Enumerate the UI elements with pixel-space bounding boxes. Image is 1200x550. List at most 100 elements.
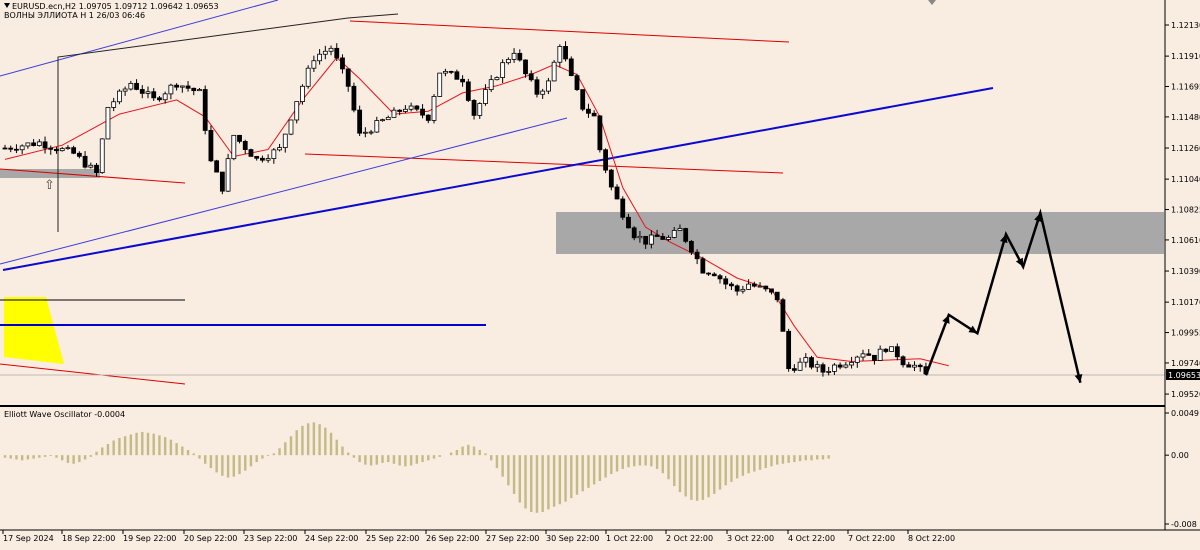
- time-tick-label: 8 Oct 22:00: [908, 534, 955, 543]
- candle-body: [237, 134, 242, 142]
- candle-body: [917, 364, 923, 368]
- price-tick-label: 1.10825: [1171, 206, 1200, 215]
- candle-body: [866, 353, 872, 356]
- candle-body: [374, 120, 380, 133]
- candle-body: [494, 77, 500, 81]
- candle-body: [643, 235, 649, 245]
- candle-body: [889, 346, 894, 352]
- candle-body: [505, 59, 511, 64]
- yellow-zone: [4, 297, 64, 364]
- candle-body: [231, 134, 237, 160]
- candle-body: [528, 73, 534, 81]
- candle-body: [608, 169, 614, 188]
- forecast-arrowhead: [999, 234, 1008, 244]
- candle-body: [162, 93, 168, 101]
- time-tick-label: 7 Oct 22:00: [848, 534, 895, 543]
- candle-body: [128, 82, 134, 90]
- moving-average-line: [4, 56, 949, 367]
- candle-body: [208, 130, 214, 162]
- candle-body: [780, 299, 786, 332]
- time-tick-label: 26 Sep 22:00: [426, 534, 479, 543]
- candle-body: [648, 234, 654, 245]
- dropdown-triangle-icon: [4, 3, 10, 8]
- price-tick-label: 1.09740: [1171, 359, 1200, 368]
- candle-body: [328, 47, 334, 52]
- time-tick-label: 2 Oct 22:00: [666, 534, 713, 543]
- candle-body: [414, 105, 420, 110]
- candle-body: [883, 348, 889, 352]
- candle-body: [740, 288, 746, 292]
- forecast-layer: [924, 208, 1083, 384]
- price-tick-label: 1.11695: [1171, 83, 1200, 92]
- candle-body: [797, 361, 803, 371]
- candle-body: [809, 357, 814, 368]
- candle-body: [288, 119, 294, 135]
- candle-body: [448, 70, 454, 73]
- candle-body: [168, 84, 174, 95]
- candle-body: [408, 105, 414, 110]
- candle-body: [786, 330, 792, 370]
- candle-body: [300, 85, 305, 103]
- candle-body: [202, 89, 208, 131]
- candle-body: [603, 149, 608, 171]
- candle-body: [791, 368, 797, 371]
- candle-body: [179, 85, 185, 88]
- candle-body: [431, 96, 437, 121]
- candle-body: [380, 119, 385, 122]
- candle-body: [2, 147, 8, 150]
- candle-body: [259, 157, 265, 161]
- candle-body: [185, 85, 191, 89]
- candle-body: [248, 149, 254, 157]
- price-tick-label: 1.12130: [1171, 21, 1200, 30]
- candle-body: [265, 158, 271, 161]
- candle-body: [351, 85, 357, 111]
- candle-body: [311, 60, 317, 69]
- forecast-arrowhead: [942, 314, 950, 324]
- black-wave-line-2: [347, 13, 399, 19]
- current-price-box: [1166, 369, 1200, 380]
- time-tick-label: 18 Sep 22:00: [62, 534, 115, 543]
- candle-body: [420, 108, 425, 116]
- candle-body: [454, 71, 460, 80]
- candle-body: [362, 131, 368, 134]
- candle-body: [42, 141, 48, 149]
- moving-average-layer: [4, 56, 949, 367]
- candle-body: [654, 234, 660, 237]
- candle-body: [437, 72, 443, 97]
- candle-body: [59, 148, 65, 152]
- channel-line-lower: [0, 117, 568, 265]
- candle-body: [534, 79, 540, 95]
- shift-marker-icon: [928, 0, 936, 5]
- forecast-arrowhead: [1034, 213, 1042, 222]
- supply-zone: [556, 212, 1164, 254]
- time-tick-label: 20 Sep 22:00: [184, 534, 237, 543]
- candle-body: [197, 89, 202, 92]
- price-tick-label: 1.11260: [1171, 144, 1200, 153]
- candle-body: [666, 237, 671, 240]
- candle-body: [757, 285, 763, 288]
- candle-body: [557, 46, 563, 63]
- candle-body: [385, 116, 391, 121]
- candle-body: [25, 142, 31, 147]
- candle-body: [88, 164, 94, 168]
- candle-body: [271, 149, 277, 159]
- candle-body: [397, 109, 403, 112]
- oscillator-histogram: [3, 422, 830, 513]
- candle-body: [837, 364, 843, 368]
- candle-body: [282, 133, 288, 148]
- candle-body: [620, 198, 626, 218]
- candle-body: [660, 236, 666, 240]
- arrow-up-icon: ⇧: [44, 178, 55, 193]
- candle-body: [122, 88, 128, 92]
- candle-body: [71, 147, 77, 154]
- candle-body: [254, 156, 260, 159]
- osc-tick-label: -0.008: [1171, 520, 1197, 529]
- candle-body: [826, 371, 832, 373]
- candle-body: [111, 101, 117, 108]
- candle-body: [31, 142, 37, 146]
- red-line-bottom: [0, 363, 186, 385]
- time-axis: 17 Sep 2024 18 Sep 22:00 19 Sep 22:00 20 Se…: [2, 530, 955, 543]
- price-tick-label: 1.11480: [1171, 113, 1200, 122]
- candle-body: [517, 52, 523, 61]
- candle-body: [105, 107, 111, 140]
